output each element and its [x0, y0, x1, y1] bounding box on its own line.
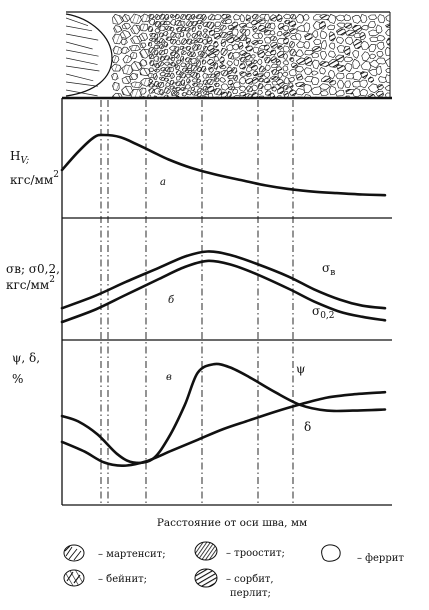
x-axis-label: Расстояние от оси шва, мм: [157, 517, 307, 529]
panel-letter-c: в: [166, 372, 172, 383]
microstructure-strip: [62, 11, 392, 100]
curve-psi: [60, 362, 387, 465]
panel-a-ylabel: HV; кгс/мм2: [10, 149, 59, 187]
legend-troostite-label: – троостит;: [226, 548, 285, 559]
legend: – мартенсит; – троостит; – феррит – бейн…: [63, 541, 404, 599]
svg-text:σв; σ0,2,: σв; σ0,2,: [6, 262, 60, 276]
axes: [61, 98, 392, 506]
svg-text:кгс/мм2: кгс/мм2: [10, 170, 59, 187]
sorbite-pearlite-icon: [194, 568, 218, 588]
curves: [60, 133, 387, 468]
legend-martensite-label: – мартенсит;: [98, 549, 166, 560]
panel-c-ylabel: ψ, δ, %: [12, 351, 40, 386]
ferrite-icon: [321, 544, 341, 562]
legend-ferrite-label: – феррит: [357, 553, 404, 564]
fusion-zone-boundary: [65, 13, 113, 97]
panel-letter-a: а: [160, 177, 166, 188]
legend-pearlite-label: перлит;: [230, 588, 271, 599]
panel-b-ylabel: σв; σ0,2, кгс/мм2: [6, 262, 60, 292]
svg-text:ψ, δ,: ψ, δ,: [12, 351, 40, 365]
svg-text:HV;: HV;: [10, 149, 29, 166]
curve-sigma-02: [60, 259, 387, 324]
martensite-icon: [63, 544, 85, 562]
svg-text:кгс/мм2: кгс/мм2: [6, 275, 55, 292]
troostite-icon: [194, 541, 218, 561]
label-sigma-v: σв: [322, 261, 335, 278]
legend-bainite-label: – бейнит;: [98, 574, 147, 585]
legend-sorbite-label: – сорбит,: [226, 574, 274, 585]
curve-sigma-v: [60, 250, 387, 310]
curve-hardness: [60, 133, 387, 197]
curve-delta: [60, 390, 387, 468]
panel-letter-b: б: [168, 295, 175, 306]
svg-text:%: %: [12, 372, 23, 386]
label-sigma-02: σ0,2: [312, 304, 335, 321]
label-psi: ψ: [296, 362, 305, 376]
zone-boundary-lines: [100, 100, 294, 503]
bainite-icon: [63, 569, 85, 587]
label-delta: δ: [304, 420, 311, 434]
